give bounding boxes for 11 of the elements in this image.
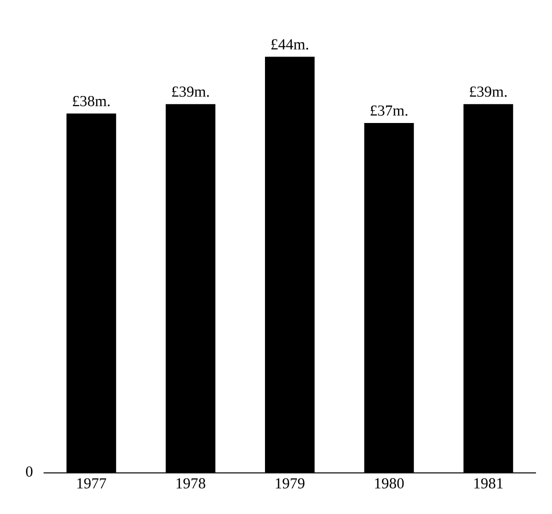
x-tick-label: 1980 <box>375 478 404 488</box>
data-label: £44m. <box>271 39 308 50</box>
x-tick-label: 1978 <box>176 478 206 488</box>
text: 0 <box>26 466 32 477</box>
x-tick-label: 1979 <box>276 478 304 488</box>
x-tick-label: 1981 <box>474 478 503 488</box>
data-label: £37m. <box>370 105 408 116</box>
data-label: £39m. <box>470 86 507 97</box>
x-tick-label: 1977 <box>77 478 106 488</box>
data-label: £39m. <box>172 86 209 97</box>
data-label: £38m. <box>72 96 110 106</box>
